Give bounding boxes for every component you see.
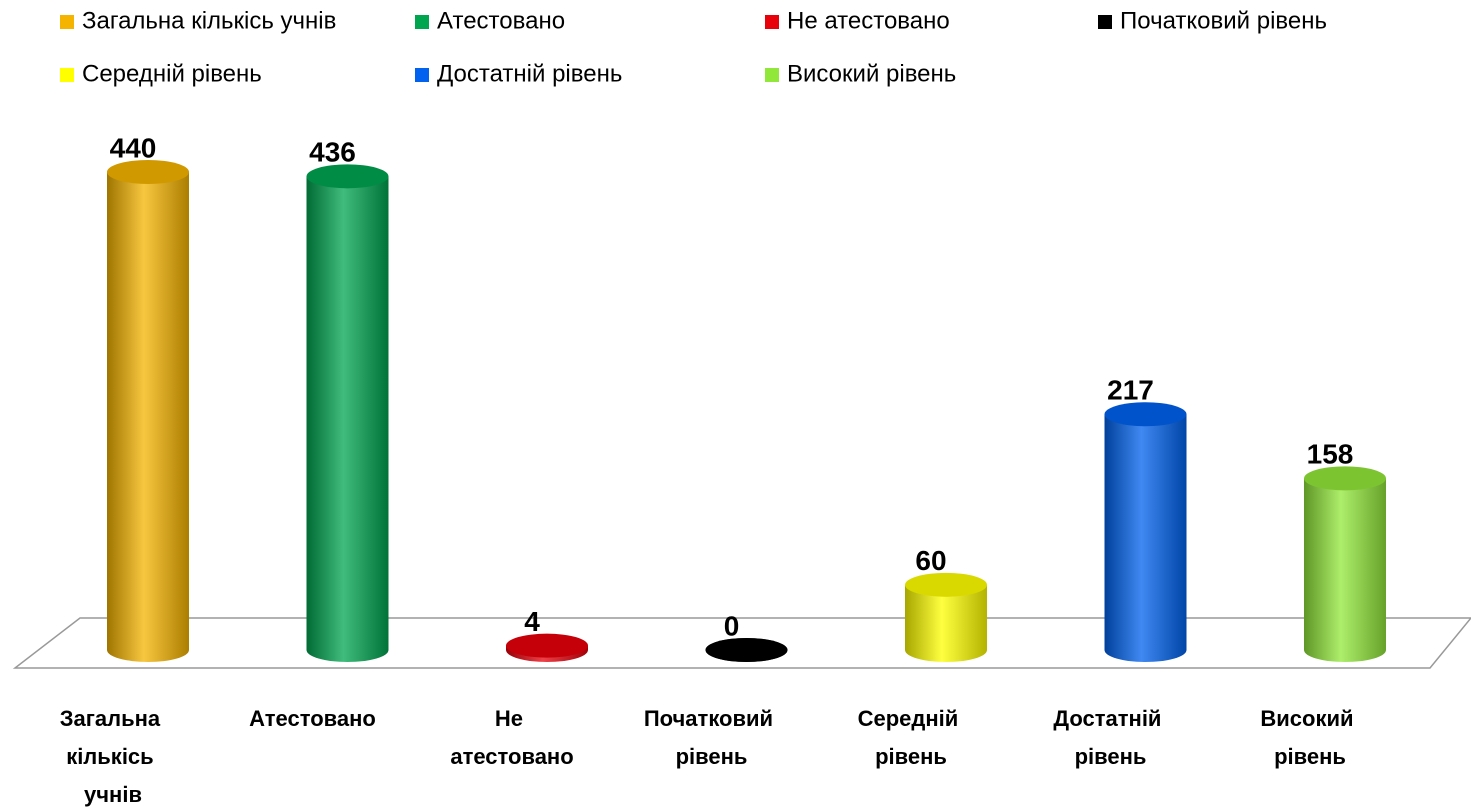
bar-top	[506, 633, 588, 658]
x-tick-line: атестовано	[450, 744, 573, 769]
x-tick-line: рівень	[1274, 744, 1346, 769]
bar	[1104, 414, 1187, 650]
bar-top	[1104, 402, 1187, 427]
x-tick-label: Атестовано	[249, 706, 376, 731]
x-tick-line: Достатній	[1053, 706, 1167, 731]
x-tick-label: Не атестовано	[450, 706, 573, 769]
x-tick-line: рівень	[676, 744, 748, 769]
bar	[1304, 478, 1386, 650]
legend-swatch	[415, 68, 429, 82]
x-tick-label: Початковий рівень	[644, 706, 779, 769]
x-tick-line: кількісь	[66, 744, 160, 769]
x-tick-line: рівень	[875, 744, 947, 769]
legend-label: Початковий рівень	[1120, 7, 1327, 34]
value-label: 436	[309, 137, 356, 168]
x-tick-line: учнів	[84, 782, 142, 807]
legend-label: Не атестовано	[787, 7, 950, 34]
bar-top	[1304, 466, 1386, 491]
bar-top	[905, 572, 987, 597]
legend-label: Високий рівень	[787, 60, 956, 87]
value-label: 60	[915, 545, 946, 576]
x-tick-line: рівень	[1075, 744, 1147, 769]
legend-label: Загальна кількісь учнів	[82, 7, 336, 34]
legend-swatch	[60, 68, 74, 82]
x-tick-label: Достатній рівень	[1053, 706, 1167, 769]
x-tick-line: Початковий	[644, 706, 779, 731]
bar-top	[705, 638, 788, 662]
value-label: 440	[110, 132, 157, 163]
x-tick-line: Середній	[858, 706, 965, 731]
x-tick-line: Атестовано	[249, 706, 376, 731]
legend-swatch	[1098, 15, 1112, 29]
legend-label: Атестовано	[437, 7, 565, 34]
bar	[107, 172, 189, 650]
value-label: 4	[524, 606, 540, 637]
x-tick-label: Середній рівень	[858, 706, 965, 769]
legend-swatch	[765, 15, 779, 29]
bar-top	[107, 160, 189, 184]
x-tick-line: Високий	[1260, 706, 1359, 731]
bar-top	[306, 164, 389, 189]
legend-swatch	[415, 15, 429, 29]
x-tick-line: Не	[495, 706, 529, 731]
legend-label: Середній рівень	[82, 60, 262, 87]
value-label: 158	[1307, 439, 1354, 470]
value-label: 0	[724, 610, 740, 641]
x-tick-line: Загальна	[60, 706, 167, 731]
x-tick-label: Загальна кількісь учнів	[60, 706, 167, 807]
legend-swatch	[60, 15, 74, 29]
value-label: 217	[1107, 375, 1154, 406]
legend-label: Достатній рівень	[437, 60, 622, 87]
bar	[306, 176, 389, 650]
x-tick-label: Високий рівень	[1260, 706, 1359, 769]
legend-swatch	[765, 68, 779, 82]
